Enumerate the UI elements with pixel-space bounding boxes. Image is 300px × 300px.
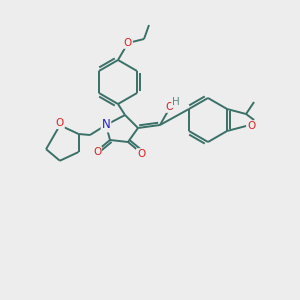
- Text: N: N: [102, 118, 110, 131]
- Text: O: O: [137, 149, 145, 159]
- Text: O: O: [56, 118, 64, 128]
- Text: H: H: [172, 97, 180, 107]
- Text: O: O: [247, 121, 255, 131]
- Text: O: O: [124, 38, 132, 48]
- Text: O: O: [93, 147, 101, 157]
- Text: O: O: [165, 102, 173, 112]
